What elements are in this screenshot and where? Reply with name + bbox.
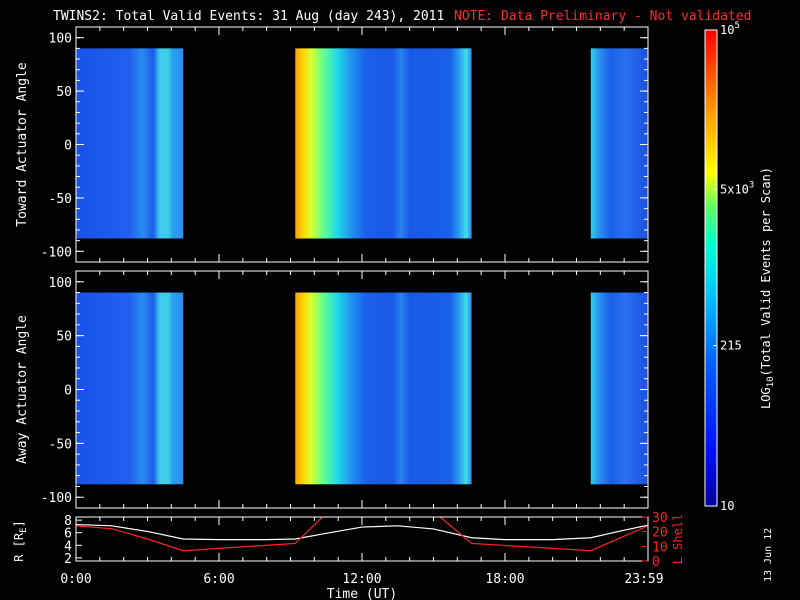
- y-tick-label: -100: [41, 491, 72, 506]
- colorbar-tick-label: 5x103: [720, 180, 754, 196]
- y-tick-label: 6: [64, 527, 72, 542]
- x-tick-label: 23:59: [624, 572, 663, 587]
- colorbar-gradient: [705, 30, 717, 506]
- data-block: [590, 292, 648, 485]
- colorbar-frame: [704, 29, 718, 507]
- chart-title: TWINS2: Total Valid Events: 31 Aug (day …: [53, 9, 445, 24]
- colorbar-label: LOG10(Total Valid Events per Scan): [759, 167, 776, 409]
- y-tick-label-right: 30: [652, 511, 668, 526]
- heatmap-panel-2: 100 50 0 -50 -100 Away Actuator Angle: [15, 270, 649, 509]
- y-axis-label-right: L Shell: [671, 514, 685, 565]
- preliminary-note: NOTE: Data Preliminary - Not validated: [454, 9, 752, 24]
- y-tick-label: 0: [64, 384, 72, 399]
- data-block: [295, 292, 472, 485]
- y-tick-label: 100: [49, 276, 72, 291]
- x-tick-label: 0:00: [60, 572, 91, 587]
- y-tick-label: -50: [49, 192, 72, 207]
- y-tick-label: 50: [56, 85, 72, 100]
- data-block: [590, 48, 648, 239]
- y-tick-label: 8: [64, 514, 72, 529]
- r-distance-line: [76, 523, 648, 541]
- y-tick-label: 50: [56, 330, 72, 345]
- colorbar-tick-label: 215: [720, 339, 742, 353]
- x-axis-label: Time (UT): [327, 587, 397, 600]
- y-tick-label-right: 10: [652, 540, 668, 555]
- data-block: [76, 292, 184, 485]
- y-tick-label: 0: [64, 139, 72, 154]
- y-tick-label: 4: [64, 539, 72, 554]
- y-axis-label: Toward Actuator Angle: [15, 62, 30, 227]
- colorbar: 105 5x103 215 10 LOG10(Total Valid Events pe…: [704, 21, 776, 513]
- x-tick-label: 6:00: [203, 572, 234, 587]
- y-tick-label: 2: [64, 552, 72, 567]
- y-tick-label-right: 20: [652, 526, 668, 541]
- y-axis-label-left: R [RE]: [12, 520, 29, 562]
- heatmap-panel-1: 100 50 0 -50 -100 Toward Actuator Angle: [15, 26, 649, 263]
- l-shell-line: [76, 517, 648, 552]
- colorbar-tick-label: 10: [720, 499, 734, 513]
- y-tick-label: -100: [41, 245, 72, 260]
- x-tick-label: 18:00: [485, 572, 524, 587]
- data-block: [295, 48, 472, 239]
- y-tick-label: -50: [49, 437, 72, 452]
- y-tick-label-right: 0: [652, 555, 660, 570]
- y-axis-label: Away Actuator Angle: [15, 315, 30, 464]
- x-tick-label: 12:00: [342, 572, 381, 587]
- y-tick-label: 100: [49, 32, 72, 47]
- colorbar-tick-label: 105: [720, 21, 740, 37]
- data-block: [76, 48, 184, 239]
